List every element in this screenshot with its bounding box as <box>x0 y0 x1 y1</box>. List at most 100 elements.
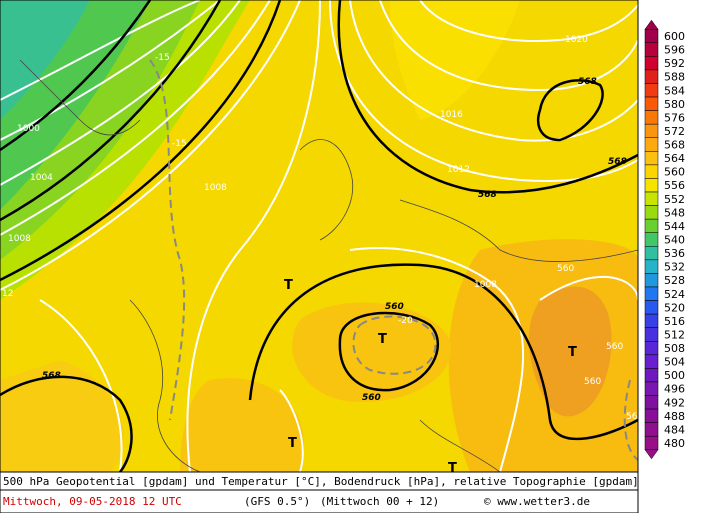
height-label: 560 <box>385 302 404 312</box>
legend-label: 596 <box>664 44 685 57</box>
footer-title: 500 hPa Geopotential [gpdam] und Tempera… <box>3 475 639 488</box>
legend-swatch <box>644 273 659 288</box>
legend-label: 588 <box>664 71 685 84</box>
isobar-label: 1016 <box>440 110 463 120</box>
legend-label: 496 <box>664 383 685 396</box>
legend-swatch <box>644 327 659 342</box>
trough-marker: T <box>288 436 297 451</box>
color-legend: 6005965925885845805765725685645605565525… <box>644 19 685 460</box>
legend-swatch <box>644 341 659 356</box>
isobar-label: 1008 <box>474 280 497 290</box>
legend-swatch <box>644 368 659 383</box>
legend-label: 552 <box>664 193 685 206</box>
temp-label: -15 <box>155 53 170 63</box>
trough-marker: T <box>378 332 387 347</box>
legend-label: 504 <box>664 356 685 369</box>
legend-label: 536 <box>664 247 685 260</box>
isobar-label: 1004 <box>30 173 53 183</box>
legend-label: 492 <box>664 396 685 409</box>
legend-swatch <box>644 395 659 410</box>
legend-swatch <box>644 178 659 193</box>
legend-swatch <box>644 246 659 261</box>
legend-swatch <box>644 164 659 179</box>
legend-label: 524 <box>664 288 685 301</box>
legend-swatch <box>644 110 659 125</box>
legend-label: 480 <box>664 437 685 450</box>
legend-swatch <box>644 422 659 437</box>
height-label: 560 <box>606 342 623 352</box>
legend-label: 516 <box>664 315 685 328</box>
legend-swatch <box>644 137 659 152</box>
legend-swatch <box>644 56 659 71</box>
legend-swatch <box>644 313 659 328</box>
height-label: 568 <box>42 371 61 381</box>
trough-marker: T <box>284 278 293 293</box>
legend-arrow-top <box>644 19 659 30</box>
legend-label: 532 <box>664 261 685 274</box>
height-label: 560 <box>362 393 381 403</box>
height-label: 560 <box>557 264 574 274</box>
isobar-label: 1020 <box>565 35 588 45</box>
legend-swatch <box>644 408 659 423</box>
legend-swatch <box>644 96 659 111</box>
legend-swatch <box>644 42 659 57</box>
legend-label: 580 <box>664 98 685 111</box>
footer: 500 hPa Geopotential [gpdam] und Tempera… <box>0 471 639 513</box>
legend-swatch <box>644 300 659 315</box>
legend-label: 508 <box>664 342 685 355</box>
footer-date: Mittwoch, 09-05-2018 12 UTC <box>3 495 182 508</box>
legend-swatch <box>644 151 659 166</box>
legend-swatch <box>644 123 659 139</box>
legend-swatch <box>644 232 659 247</box>
legend-label: 544 <box>664 220 685 233</box>
trough-marker: T <box>448 461 457 476</box>
legend-label: 600 <box>664 30 685 43</box>
map-field <box>0 0 638 472</box>
legend-swatch <box>644 354 659 369</box>
map-labels: 1020 1016 1012 1008 1008 1004 1000 1008 … <box>2 35 643 476</box>
legend-label: 560 <box>664 166 685 179</box>
legend-label: 520 <box>664 301 685 314</box>
legend-label: 564 <box>664 152 685 165</box>
height-label: 560 <box>584 377 601 387</box>
isobar-label: 1008 <box>8 234 31 244</box>
legend-label: 556 <box>664 179 685 192</box>
legend-label: 488 <box>664 410 685 423</box>
legend-label: 484 <box>664 423 685 436</box>
legend-label: 528 <box>664 274 685 287</box>
isobar-label: 1008 <box>204 183 227 193</box>
trough-marker: T <box>568 345 577 360</box>
legend-swatch <box>644 191 659 206</box>
legend-label: 584 <box>664 84 685 97</box>
legend-swatch <box>644 205 659 220</box>
footer-run: (Mittwoch 00 + 12) <box>320 495 439 508</box>
legend-label: 592 <box>664 57 685 70</box>
legend-swatch <box>644 83 659 98</box>
isobar-label: 1000 <box>17 124 40 134</box>
height-label: 560 <box>626 412 643 422</box>
legend-label: 500 <box>664 369 685 382</box>
legend-label: 512 <box>664 328 685 341</box>
legend-swatch <box>644 381 659 396</box>
legend-label: 572 <box>664 125 685 138</box>
legend-label: 576 <box>664 111 685 124</box>
legend-label: 568 <box>664 139 685 152</box>
legend-swatch <box>644 259 659 274</box>
legend-swatch <box>644 435 659 451</box>
legend-label: 540 <box>664 234 685 247</box>
legend-swatch <box>644 218 659 233</box>
footer-credit: © www.wetter3.de <box>484 495 590 508</box>
legend-label: 548 <box>664 206 685 219</box>
footer-model: (GFS 0.5°) <box>244 495 310 508</box>
legend-swatch <box>644 286 659 301</box>
isobar-label: 12 <box>2 289 13 299</box>
height-label: 568 <box>608 157 627 167</box>
legend-swatch <box>644 69 659 84</box>
height-label: 568 <box>578 77 597 87</box>
height-label: 568 <box>478 190 497 200</box>
temp-label: -20 <box>398 316 413 326</box>
isobar-label: 1012 <box>447 165 470 175</box>
temp-label: -15 <box>172 139 187 149</box>
